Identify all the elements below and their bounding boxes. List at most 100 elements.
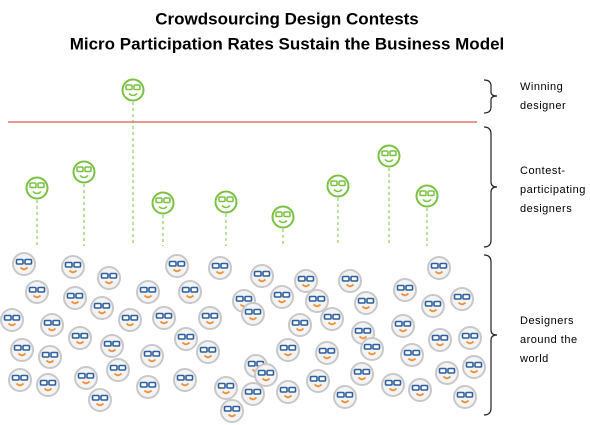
designer-face [106,358,130,382]
head [174,327,198,351]
side-label: participating [520,184,586,196]
glass [3,314,12,321]
glass [155,197,163,204]
glass [24,258,33,265]
head [305,289,329,313]
glass [366,297,375,304]
smile [32,294,42,299]
glass [133,84,141,91]
designer-face [305,289,329,313]
smile [357,376,367,381]
glass [100,394,109,401]
glass [112,340,121,347]
smile [435,342,445,347]
designer-face [351,321,375,345]
smile [400,292,410,297]
smile [257,278,267,283]
head [10,338,34,362]
glass [309,375,318,382]
designer-face [74,366,98,390]
head [391,314,415,338]
designer-face [68,326,92,350]
glass [86,372,95,379]
designer-face [220,399,244,423]
head [428,328,452,352]
head [121,78,145,102]
glass [447,367,456,374]
head [377,144,401,168]
glass [427,190,435,197]
glass [20,374,29,381]
head [241,382,265,406]
smile [215,270,225,275]
glass [77,372,86,379]
head [68,326,92,350]
designer-face [136,280,160,304]
designer-face [118,308,142,332]
head [453,385,477,409]
smile [469,369,479,374]
smile [75,340,85,345]
designer-face [360,337,384,361]
smile [107,348,117,353]
glass [403,320,412,327]
glass [357,297,366,304]
brace [483,79,498,114]
designer-face [294,269,318,293]
labels: Winning designer Contest-participating desi… [519,81,586,365]
head [306,369,330,393]
glass [433,300,442,307]
smile [248,316,258,321]
glass [22,344,31,351]
glass [37,182,45,189]
designer-face [10,338,34,362]
glass [353,368,362,375]
head [25,176,49,200]
glass [43,319,52,326]
head [326,174,350,198]
glass [453,293,462,300]
smile [422,198,432,203]
glass [279,344,288,351]
glass [41,351,50,358]
glass [257,369,266,376]
glass [218,196,226,203]
side-label: around the [520,334,578,346]
smile [68,269,78,274]
glass [148,286,157,293]
smile [43,387,53,392]
glass [430,262,439,269]
smile [143,294,153,299]
smile [221,390,231,395]
designer-face [276,338,300,362]
head [63,286,87,310]
designer-face [338,269,362,293]
participant-face [72,160,96,184]
designer-face [453,385,477,409]
designer-face [288,313,312,337]
designer-face [428,328,452,352]
glass [208,346,217,353]
glass [71,332,80,339]
designer-face [38,345,62,369]
smile [340,399,350,404]
smile [398,328,408,333]
designer-face [391,314,415,338]
designer-face [408,378,432,402]
designer-face [198,306,222,330]
head [271,205,295,229]
head [354,291,378,315]
glass [12,314,21,321]
glass [354,327,363,334]
subtitle: Micro Participation Rates Sustain the Bu… [70,34,505,53]
glass [372,343,381,350]
designer-face [63,286,87,310]
head [178,280,202,304]
glass [456,391,465,398]
smile [301,283,311,288]
glass [389,150,397,157]
glass [438,367,447,374]
designer-face [450,287,474,311]
participant-face [121,78,145,102]
smile [221,204,231,209]
